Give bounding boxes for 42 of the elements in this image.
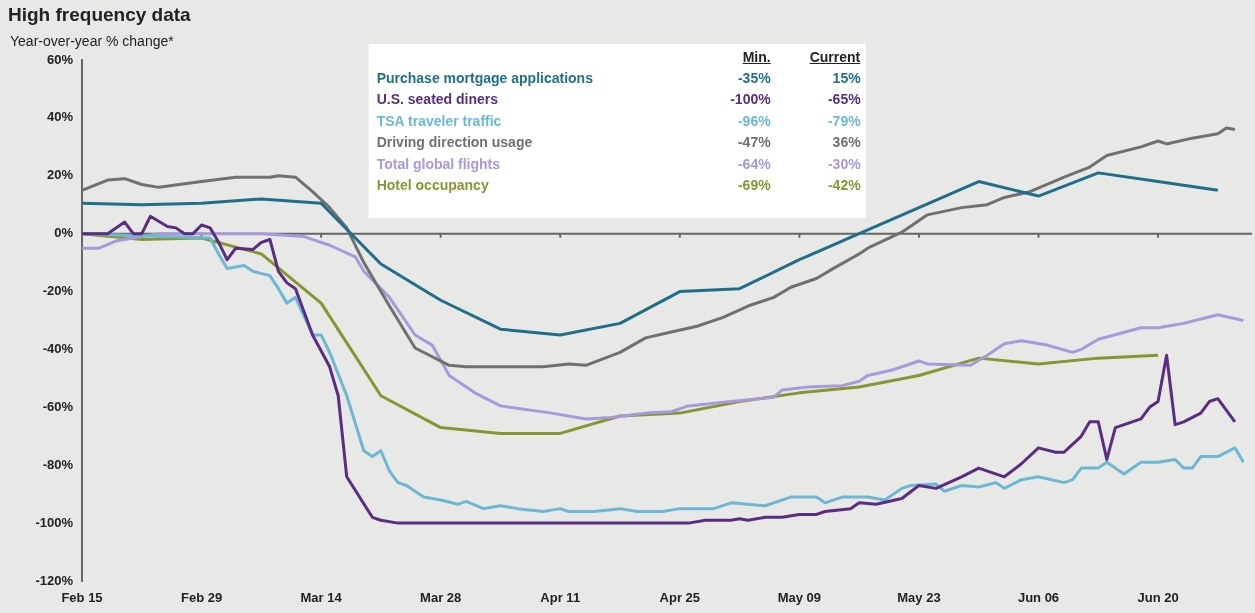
x-tick-label: May 23 [897,590,941,606]
y-tick-label: 40% [46,109,74,125]
y-tick-label: 0% [54,225,74,241]
annotation: Min. [742,49,771,66]
annotation: -64% [737,155,772,172]
y-tick-label: -40% [42,341,74,357]
annotation: -69% [737,177,772,194]
text: Total global flights [376,155,501,172]
annotation: -79% [827,112,862,129]
text: TSA traveler traffic [376,112,502,129]
text: Purchase mortgage applications [376,69,594,86]
x-tick-label: Feb 29 [180,590,223,606]
y-tick-label: -120% [35,572,74,588]
x-tick-label: Mar 14 [300,590,343,606]
x-tick-label: Jun 06 [1017,590,1060,606]
annotation: -35% [737,69,772,86]
annotation: 15% [832,69,862,86]
y-tick-label: -100% [35,514,74,530]
annotation: Current [809,49,861,66]
annotation: -30% [827,155,862,172]
x-tick-label: May 09 [777,590,822,606]
chart-title: High frequency data [8,4,191,26]
annotation: -100% [730,91,772,108]
y-axis-title: Year-over-year % change* [10,33,174,49]
x-tick-label: Apr 11 [540,590,581,606]
annotation: -47% [737,134,772,151]
y-tick-label: -60% [42,398,74,414]
y-tick-label: 20% [46,167,74,183]
y-tick-label: -80% [42,456,74,472]
annotation: -65% [827,91,862,108]
annotation: -42% [827,177,862,194]
x-tick-label: Jun 20 [1137,590,1179,606]
text: Hotel occupancy [376,177,489,194]
y-tick-label: 60% [46,51,74,67]
x-tick-label: Apr 25 [659,590,701,606]
x-tick-label: Feb 15 [61,590,103,606]
y-tick-label: -20% [42,283,74,299]
text: U.S. seated diners [376,91,499,108]
text: Driving direction usage [376,134,533,151]
annotation: 36% [832,134,862,151]
annotation: -96% [737,112,772,129]
x-tick-label: Mar 28 [420,590,462,606]
